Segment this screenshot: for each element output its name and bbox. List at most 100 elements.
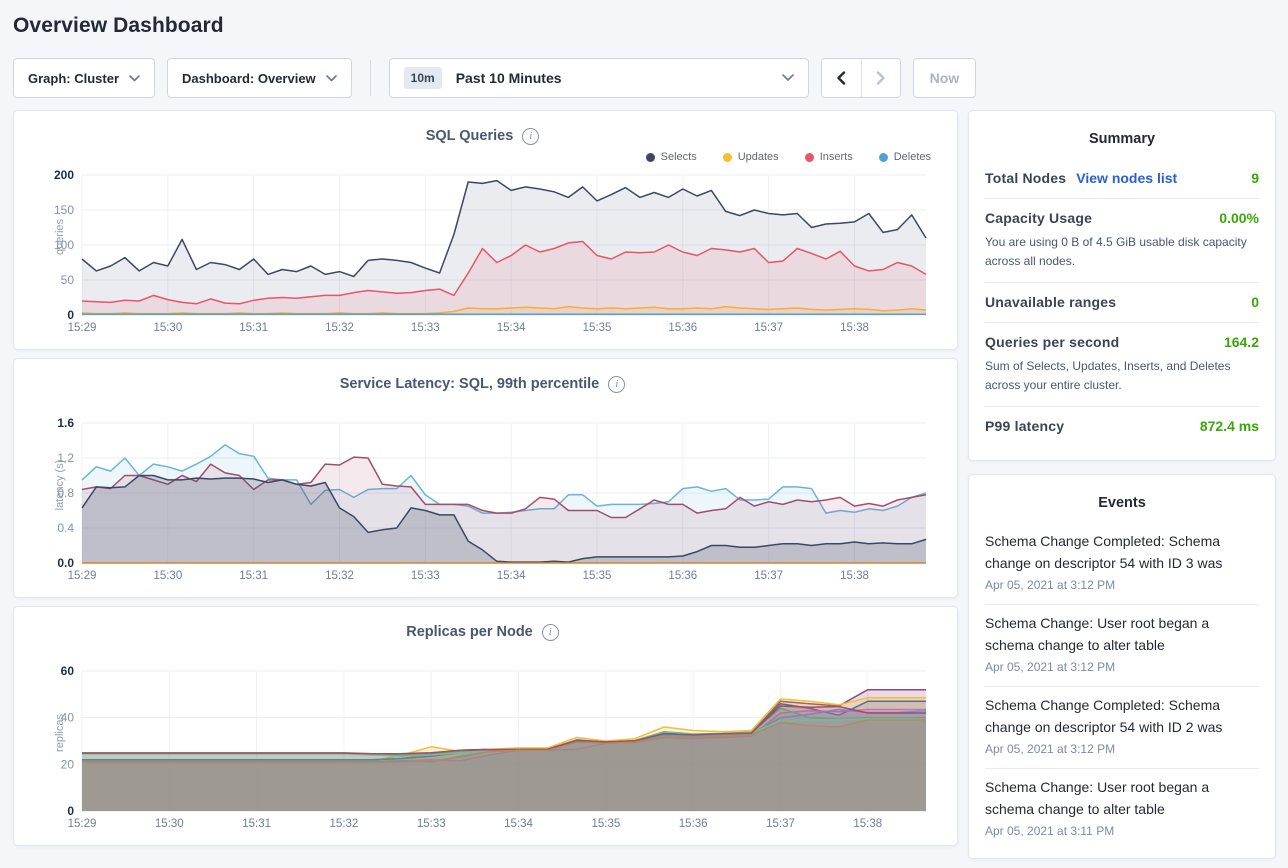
capacity-usage-description: You are using 0 B of 4.5 GiB usable disk…	[985, 235, 1247, 268]
summary-row-p99: P99 latency 872.4 ms	[985, 407, 1259, 446]
svg-text:15:29: 15:29	[68, 818, 97, 830]
svg-text:15:30: 15:30	[153, 322, 182, 334]
graph-scope-dropdown[interactable]: Graph: Cluster	[13, 58, 156, 98]
svg-text:15:38: 15:38	[853, 818, 882, 830]
svg-text:15:33: 15:33	[411, 570, 440, 582]
service-latency-chart[interactable]: 0.0 0.4 0.8 1.2 1.6 15:29 15:30 15:31 15:32 15:33…	[24, 415, 936, 587]
time-range-badge: 10m	[403, 67, 442, 89]
svg-text:100: 100	[54, 238, 74, 252]
svg-text:15:36: 15:36	[668, 322, 697, 334]
svg-text:0.4: 0.4	[57, 521, 74, 535]
y-axis-label-replicas: replicas	[54, 714, 66, 752]
qps-description: Sum of Selects, Updates, Inserts, and De…	[985, 359, 1231, 392]
summary-row-qps: Queries per second 164.2 Sum of Selects,…	[985, 323, 1259, 408]
toolbar: Graph: Cluster Dashboard: Overview 10m P…	[13, 58, 1276, 98]
chevron-left-icon	[837, 71, 846, 85]
svg-text:15:35: 15:35	[583, 322, 612, 334]
info-icon[interactable]: i	[522, 127, 540, 145]
svg-text:15:37: 15:37	[754, 570, 783, 582]
time-range-label: Past 10 Minutes	[455, 70, 562, 86]
chart-title-service-latency: Service Latency: SQL, 99th percentile	[339, 376, 600, 392]
event-message: Schema Change Completed: Schema change o…	[985, 697, 1223, 736]
qps-value: 164.2	[1223, 334, 1259, 351]
legend-dot-updates	[722, 152, 732, 162]
legend-item-updates: Updates	[722, 151, 779, 163]
legend-item-inserts: Inserts	[804, 151, 853, 163]
svg-text:15:38: 15:38	[840, 570, 869, 582]
side-panels-column: Summary Total Nodes View nodes list 9 Ca…	[968, 110, 1276, 860]
svg-text:15:29: 15:29	[68, 322, 97, 334]
svg-text:50: 50	[61, 273, 75, 287]
event-timestamp: Apr 05, 2021 at 3:12 PM	[985, 742, 1116, 757]
info-icon[interactable]: i	[608, 375, 626, 393]
chevron-down-icon	[129, 75, 140, 82]
charts-column: SQL Queries i Selects Updates Inserts De…	[13, 110, 958, 846]
event-item: Schema Change: User root began a schema …	[985, 769, 1259, 850]
svg-text:15:37: 15:37	[766, 818, 795, 830]
events-title: Events	[1098, 495, 1146, 512]
summary-row-total-nodes: Total Nodes View nodes list 9	[985, 159, 1259, 199]
sql-queries-chart[interactable]: 0 50 100 150 200 15:29 15:30 15:31 15:32 15:33 15:…	[24, 167, 936, 339]
summary-row-capacity: Capacity Usage 0.00% You are using 0 B o…	[985, 199, 1259, 284]
summary-title: Summary	[1088, 131, 1156, 147]
dashboard-dropdown[interactable]: Dashboard: Overview	[167, 58, 352, 98]
svg-text:15:31: 15:31	[242, 818, 271, 830]
total-nodes-label: Total Nodes	[985, 170, 1067, 186]
unavailable-ranges-label: Unavailable ranges	[985, 294, 1117, 311]
now-button[interactable]: Now	[912, 58, 977, 98]
replicas-per-node-chart[interactable]: 0 20 40 60 15:29 15:30 15:31 15:32 15:33 15:34 15:…	[24, 663, 936, 835]
svg-text:15:33: 15:33	[417, 818, 446, 830]
svg-text:15:36: 15:36	[679, 818, 708, 830]
legend-item-deletes: Deletes	[878, 151, 931, 163]
svg-text:15:30: 15:30	[155, 818, 184, 830]
legend-dot-selects	[645, 152, 655, 162]
svg-text:20: 20	[61, 757, 75, 771]
time-step-buttons	[820, 58, 901, 98]
svg-text:15:29: 15:29	[68, 570, 97, 582]
svg-text:15:36: 15:36	[668, 570, 697, 582]
chart-title-replicas: Replicas per Node	[406, 624, 533, 640]
event-timestamp: Apr 05, 2021 at 3:11 PM	[985, 824, 1115, 839]
y-axis-label-queries: queries	[54, 218, 66, 256]
svg-text:15:32: 15:32	[330, 818, 359, 830]
svg-text:40: 40	[61, 711, 75, 725]
svg-text:200: 200	[54, 168, 74, 182]
svg-text:15:30: 15:30	[153, 570, 182, 582]
svg-text:60: 60	[61, 664, 75, 678]
time-back-button[interactable]	[821, 59, 861, 97]
legend-dot-deletes	[878, 152, 888, 162]
svg-text:15:35: 15:35	[583, 570, 612, 582]
svg-text:15:35: 15:35	[591, 818, 620, 830]
svg-text:15:37: 15:37	[754, 322, 783, 334]
page-title: Overview Dashboard	[13, 14, 224, 37]
svg-text:1.2: 1.2	[57, 451, 74, 465]
capacity-usage-label: Capacity Usage	[985, 210, 1093, 226]
time-range-picker[interactable]: 10m Past 10 Minutes	[388, 58, 809, 98]
svg-text:15:34: 15:34	[497, 570, 526, 582]
svg-text:0: 0	[67, 804, 74, 818]
legend-dot-inserts	[804, 152, 814, 162]
svg-text:150: 150	[54, 203, 74, 217]
event-item: Schema Change Completed: Schema change o…	[985, 523, 1259, 606]
y-axis-label-latency: latency (s)	[54, 459, 66, 511]
svg-text:0.8: 0.8	[57, 486, 74, 500]
p99-latency-value: 872.4 ms	[1199, 418, 1259, 435]
chevron-down-icon	[781, 74, 794, 81]
svg-text:1.6: 1.6	[57, 416, 74, 430]
unavailable-ranges-value: 0	[1251, 294, 1259, 311]
svg-text:15:38: 15:38	[840, 322, 869, 334]
p99-latency-label: P99 latency	[985, 418, 1065, 435]
event-message: Schema Change: User root began a schema …	[985, 615, 1210, 654]
event-timestamp: Apr 05, 2021 at 3:12 PM	[985, 660, 1116, 675]
legend-item-selects: Selects	[645, 151, 697, 163]
event-message: Schema Change: User root began a schema …	[985, 779, 1210, 818]
summary-row-unavailable-ranges: Unavailable ranges 0	[985, 283, 1259, 324]
time-forward-button[interactable]	[860, 59, 900, 97]
event-item: Schema Change Completed: Schema change o…	[985, 687, 1259, 770]
service-latency-card: Service Latency: SQL, 99th percentile i …	[13, 358, 958, 598]
svg-text:15:33: 15:33	[411, 322, 440, 334]
info-icon[interactable]: i	[541, 623, 559, 641]
svg-text:0.0: 0.0	[57, 556, 74, 570]
view-nodes-list-link[interactable]: View nodes list	[1076, 170, 1178, 186]
svg-text:15:34: 15:34	[497, 322, 526, 334]
